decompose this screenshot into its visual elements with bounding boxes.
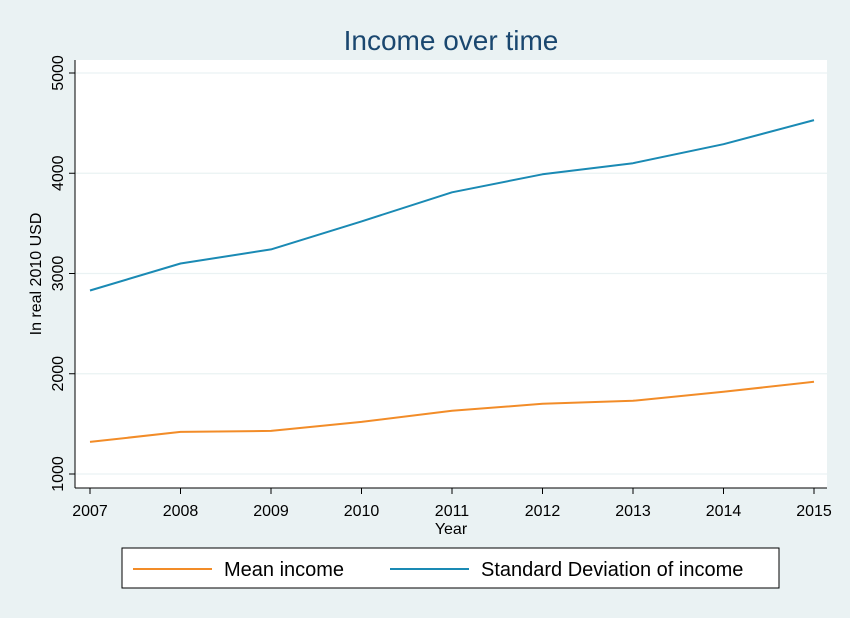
grid-lines	[75, 72, 827, 475]
x-tick-label: 2010	[344, 503, 380, 520]
x-tick-label: 2014	[706, 503, 742, 520]
legend-label-sd-income: Standard Deviation of income	[481, 559, 743, 581]
x-tick-label: 2013	[615, 503, 651, 520]
y-tick-label: 2000	[50, 356, 67, 392]
x-tick-label: 2008	[163, 503, 199, 520]
y-tick-label: 4000	[50, 155, 67, 191]
tick-labels: 1000 2000 3000 4000 5000 2007 2008 2009 2010 2011…	[50, 55, 832, 520]
series-line-1	[89, 119, 815, 292]
axes	[69, 60, 827, 494]
x-tick-label: 2015	[796, 503, 832, 520]
x-tick-label: 2012	[525, 503, 561, 520]
series-line-0	[89, 380, 815, 443]
x-tick-label: 2011	[435, 503, 470, 520]
legend-label-mean-income: Mean income	[224, 559, 344, 581]
x-axis-label: Year	[435, 521, 468, 538]
x-tick-label: 2009	[253, 503, 289, 520]
series-layer	[89, 119, 815, 443]
chart-title: Income over time	[344, 25, 559, 56]
y-tick-label: 5000	[50, 55, 67, 91]
legend: Mean income Standard Deviation of income	[121, 547, 780, 589]
x-tick-label: 2007	[72, 503, 108, 520]
y-tick-label: 1000	[50, 456, 67, 492]
y-tick-label: 3000	[50, 256, 67, 292]
y-axis-label: In real 2010 USD	[28, 213, 45, 336]
